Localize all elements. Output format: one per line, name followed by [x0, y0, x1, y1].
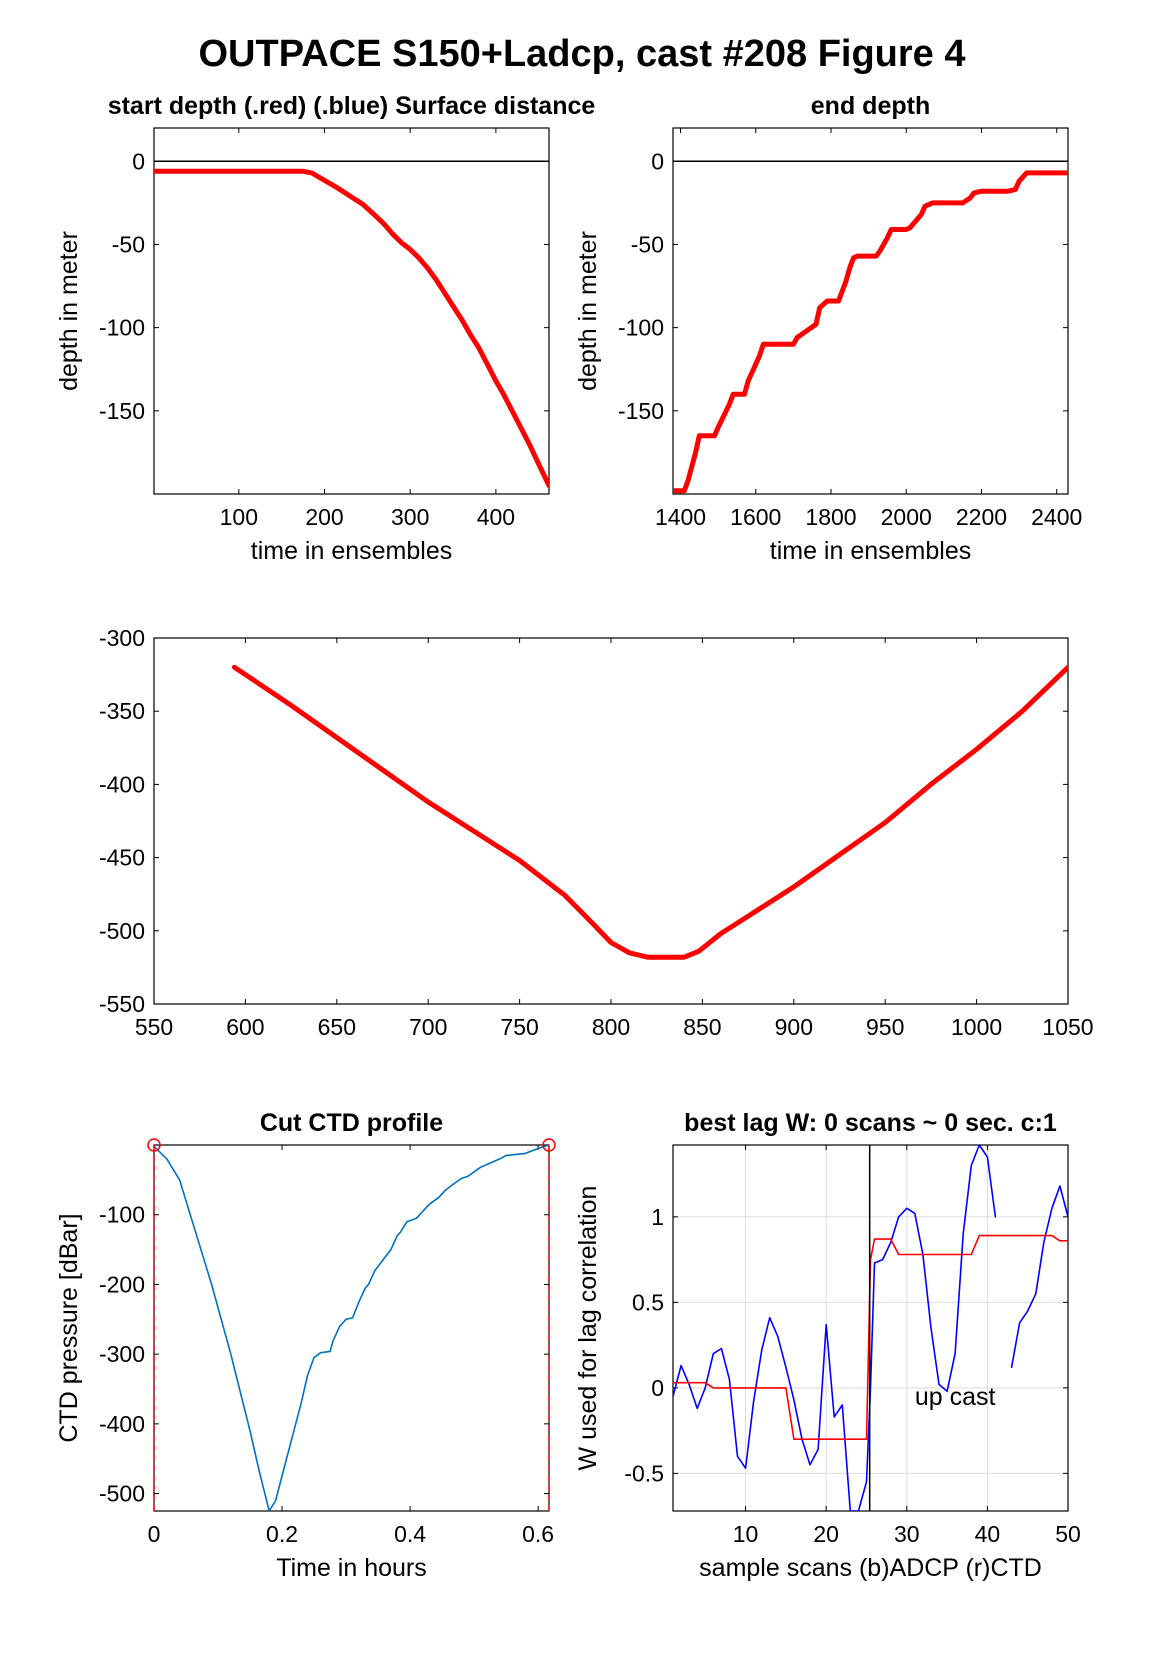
y-tick-label: 0 — [651, 148, 664, 174]
endpoint-marker — [542, 1138, 556, 1152]
x-tick-label: 1400 — [655, 504, 706, 530]
best-lag-ylabel: W used for lag correlation — [574, 1186, 602, 1471]
cut-ctd-plot-area — [154, 1145, 549, 1511]
x-tick-label: 700 — [409, 1014, 447, 1040]
end-depth-ticks: 1400 1600 1800 2000 2200 2400 0 -50 -100 -150 — [618, 128, 1082, 530]
cut-ctd-chart: 0 0.2 0.4 0.6 -100 -200 -300 -400 -500 Cut CTD pr… — [55, 1109, 556, 1582]
x-tick-label: 0 — [148, 1521, 161, 1547]
x-tick-label: 0.6 — [522, 1521, 554, 1547]
start-depth-title: start depth (.red) (.blue) Surface dista… — [108, 92, 596, 120]
x-tick-label: 10 — [733, 1521, 759, 1547]
end-depth-axes-box — [672, 127, 1069, 495]
y-tick-label: -100 — [99, 1202, 145, 1228]
x-tick-label: 300 — [391, 504, 429, 530]
cut-ctd-xlabel: Time in hours — [276, 1554, 427, 1582]
cut-ctd-ylabel: CTD pressure [dBar] — [55, 1213, 83, 1442]
x-tick-label: 1800 — [805, 504, 856, 530]
x-tick-label: 2000 — [881, 504, 932, 530]
end-depth-xlabel: time in ensembles — [770, 537, 971, 565]
x-tick-label: 1000 — [951, 1014, 1002, 1040]
x-tick-label: 2200 — [956, 504, 1007, 530]
cut-ctd-ticks: 0 0.2 0.4 0.6 -100 -200 -300 -400 -500 — [99, 1145, 554, 1547]
start-depth-ticks: 100 200 300 400 0 -50 -100 -150 — [99, 128, 549, 530]
y-tick-label: -150 — [99, 398, 145, 424]
x-tick-label: 30 — [894, 1521, 920, 1547]
x-tick-label: 50 — [1055, 1521, 1081, 1547]
end-depth-chart: 1400 1600 1800 2000 2200 2400 0 -50 -100 -150 end … — [574, 92, 1082, 565]
best-lag-title: best lag W: 0 scans ~ 0 sec. c:1 — [684, 1109, 1057, 1137]
start-depth-series-0 — [154, 168, 549, 489]
cut-ctd-series-0 — [154, 1145, 549, 1511]
end-depth-title: end depth — [811, 92, 930, 120]
endpoint-marker — [147, 1138, 161, 1152]
x-tick-label: 950 — [866, 1014, 904, 1040]
x-tick-label: 0.2 — [266, 1521, 298, 1547]
end-depth-series-0 — [673, 170, 1068, 494]
x-tick-label: 1600 — [730, 504, 781, 530]
x-tick-label: 1050 — [1042, 1014, 1093, 1040]
best-lag-axes-box — [672, 1144, 1069, 1512]
y-tick-label: -300 — [99, 1341, 145, 1367]
y-tick-label: 0 — [132, 148, 145, 174]
y-tick-label: -400 — [99, 771, 145, 797]
x-tick-label: 750 — [500, 1014, 538, 1040]
best-lag-plot-area — [673, 1145, 1068, 1511]
y-tick-label: -400 — [99, 1411, 145, 1437]
x-tick-label: 200 — [305, 504, 343, 530]
y-tick-label: -50 — [631, 231, 664, 257]
start-depth-ylabel: depth in meter — [55, 231, 83, 391]
middle-profile-plot-area — [231, 664, 1068, 960]
x-tick-label: 550 — [135, 1014, 173, 1040]
figure-title: OUTPACE S150+Ladcp, cast #208 Figure 4 — [199, 33, 966, 75]
y-tick-label: -500 — [99, 918, 145, 944]
x-tick-label: 40 — [975, 1521, 1001, 1547]
end-depth-ylabel: depth in meter — [574, 231, 602, 391]
best-lag-series-adcp — [673, 1145, 997, 1511]
y-tick-label: -350 — [99, 698, 145, 724]
middle-profile-ticks: 550 600 650 700 750 800 850 900 950 1000 1050 -300 -… — [99, 625, 1094, 1040]
y-tick-label: 0 — [651, 1375, 664, 1401]
start-depth-axes-box — [153, 127, 550, 495]
best-lag-ticks: 10 20 30 40 50 1 0.5 0 -0.5 — [624, 1145, 1081, 1547]
x-tick-label: 20 — [813, 1521, 839, 1547]
y-tick-label: -300 — [99, 625, 145, 651]
y-tick-label: 1 — [651, 1204, 664, 1230]
x-tick-label: 2400 — [1031, 504, 1082, 530]
x-tick-label: 100 — [220, 504, 258, 530]
best-lag-chart: 10 20 30 40 50 1 0.5 0 -0.5 best lag W: 0 scans ~… — [574, 1109, 1081, 1582]
y-tick-label: -100 — [618, 315, 664, 341]
x-tick-label: 800 — [592, 1014, 630, 1040]
y-tick-label: -100 — [99, 315, 145, 341]
best-lag-xlabel: sample scans (b)ADCP (r)CTD — [699, 1554, 1042, 1582]
cut-ctd-title: Cut CTD profile — [260, 1109, 443, 1137]
y-tick-label: -0.5 — [624, 1460, 664, 1486]
y-tick-label: -550 — [99, 991, 145, 1017]
x-tick-label: 600 — [226, 1014, 264, 1040]
x-tick-label: 400 — [477, 504, 515, 530]
start-depth-chart: 100 200 300 400 0 -50 -100 -150 start depth (.re… — [55, 92, 595, 565]
start-depth-xlabel: time in ensembles — [251, 537, 452, 565]
middle-profile-axes-box — [153, 637, 1069, 1005]
start-depth-plot-area — [154, 160, 549, 489]
middle-profile-chart: 550 600 650 700 750 800 850 900 950 1000 1050 -300 -… — [99, 625, 1094, 1040]
x-tick-label: 900 — [775, 1014, 813, 1040]
y-tick-label: -200 — [99, 1271, 145, 1297]
y-tick-label: -50 — [112, 231, 145, 257]
middle-profile-series-0 — [231, 664, 1068, 960]
best-lag-series-adcp-tail — [1010, 1185, 1068, 1369]
x-tick-label: 0.4 — [394, 1521, 426, 1547]
up-cast-annotation: up cast — [915, 1383, 996, 1411]
y-tick-label: -450 — [99, 845, 145, 871]
x-tick-label: 850 — [683, 1014, 721, 1040]
y-tick-label: 0.5 — [632, 1289, 664, 1315]
end-depth-plot-area — [673, 160, 1068, 494]
best-lag-series-ctd — [673, 1234, 1068, 1440]
y-tick-label: -150 — [618, 398, 664, 424]
y-tick-label: -500 — [99, 1481, 145, 1507]
cut-ctd-axes-box — [153, 1144, 550, 1512]
x-tick-label: 650 — [318, 1014, 356, 1040]
